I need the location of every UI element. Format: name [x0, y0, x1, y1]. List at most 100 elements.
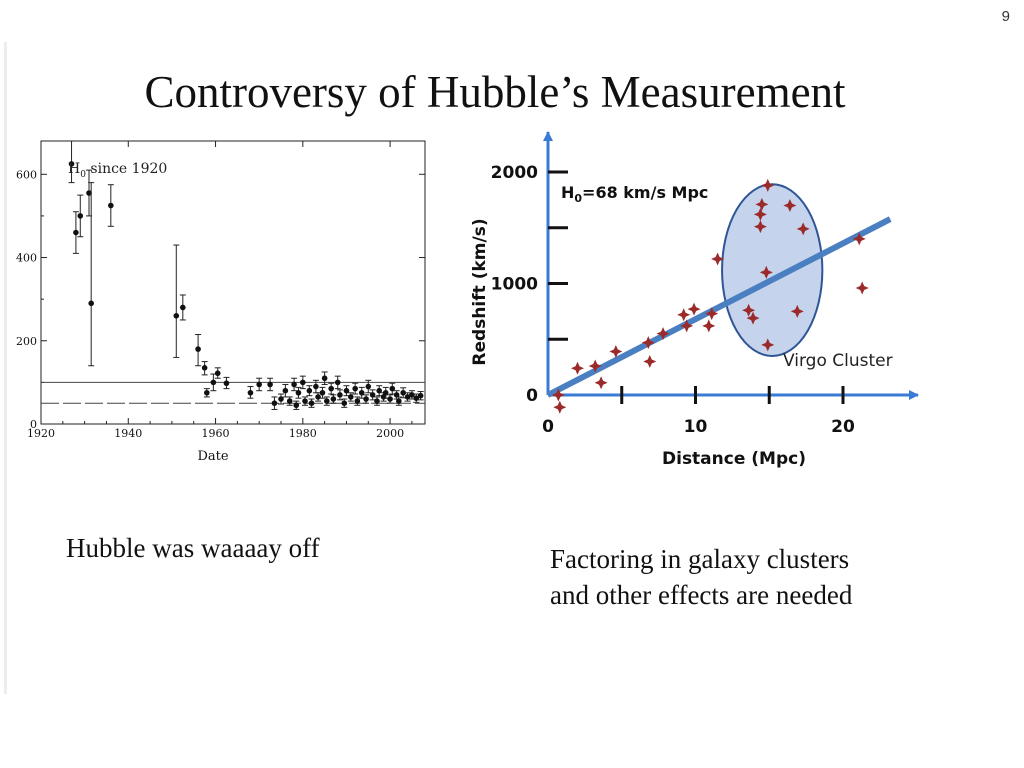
y-tick-label: 0 — [30, 418, 37, 431]
data-point — [180, 304, 186, 311]
data-point — [337, 392, 343, 398]
data-point — [409, 392, 415, 398]
y-tick-label: 600 — [16, 168, 37, 181]
data-point — [328, 385, 334, 392]
data-point — [753, 207, 767, 221]
hubble-history-chart: 1920 1940 1960 1980 2000 0 200 400 600 H0 since 1… — [16, 140, 426, 464]
virgo-cluster-label: Virgo Cluster — [783, 351, 893, 371]
data-point — [677, 308, 691, 322]
slide-title: Controversy of Hubble’s Measurement — [144, 67, 846, 117]
data-point — [387, 396, 393, 402]
data-point — [396, 398, 402, 404]
data-point — [291, 381, 297, 388]
data-point — [374, 398, 380, 404]
data-point — [382, 389, 389, 396]
chart-title: H0=68 km/s Mpc — [561, 183, 708, 205]
data-point — [404, 394, 411, 400]
hubble-law-chart: 0 10 20 0 1000 2000 H0=68 km/s Mpc Virgo Cluste… — [470, 131, 919, 469]
data-point — [571, 361, 584, 375]
caption-factoring-line2: and other effects are needed — [550, 580, 853, 610]
data-point — [343, 387, 350, 394]
data-point — [319, 389, 326, 396]
data-point — [702, 319, 716, 333]
data-point — [389, 385, 396, 392]
data-point — [348, 394, 354, 400]
data-point — [358, 389, 365, 396]
data-point — [588, 359, 602, 373]
data-point — [330, 396, 337, 402]
data-point — [73, 229, 79, 236]
data-point — [324, 398, 330, 404]
data-point — [195, 346, 201, 352]
data-point — [223, 380, 230, 387]
x-axis-label: Date — [197, 449, 228, 464]
data-point — [204, 389, 210, 396]
data-point — [267, 381, 273, 388]
data-point — [746, 311, 760, 325]
x-tick-label: 0 — [542, 417, 554, 437]
slide-left-rule — [4, 42, 7, 694]
chart-title: H0 since 1920 — [68, 161, 167, 180]
data-point — [247, 389, 254, 396]
data-point — [256, 381, 262, 388]
data-point — [393, 392, 400, 398]
data-point — [88, 300, 94, 307]
y-tick-label: 0 — [526, 386, 538, 406]
slide-number: 9 — [1001, 8, 1010, 25]
x-tick-label: 1920 — [27, 427, 55, 440]
data-point — [761, 178, 775, 192]
hubble-fit-line — [546, 216, 892, 398]
data-point — [852, 232, 866, 246]
data-point — [761, 338, 775, 352]
data-point — [783, 198, 797, 212]
data-point — [855, 281, 869, 295]
data-point — [315, 394, 321, 400]
caption-hubble-off: Hubble was waaaay off — [66, 533, 320, 563]
data-point — [210, 379, 217, 386]
x-tick-label: 1940 — [114, 427, 142, 440]
data-point — [295, 389, 302, 396]
x-tick-label: 1980 — [289, 427, 317, 440]
data-point — [278, 396, 284, 402]
data-point — [363, 396, 369, 402]
data-point — [201, 365, 208, 371]
plot-frame — [40, 140, 426, 425]
y-tick-label: 1000 — [491, 275, 538, 295]
x-tick-label: 20 — [831, 417, 855, 437]
data-point — [790, 304, 804, 318]
data-point — [594, 376, 608, 390]
data-point — [755, 197, 769, 211]
data-point — [341, 400, 348, 406]
data-point — [796, 222, 810, 236]
data-point — [300, 379, 306, 386]
data-point — [321, 375, 328, 382]
data-point — [173, 312, 180, 319]
data-point — [286, 398, 293, 404]
data-point — [214, 370, 221, 377]
virgo-cluster-region — [721, 183, 824, 357]
data-point — [86, 190, 92, 196]
data-point — [108, 202, 114, 209]
data-point — [282, 387, 289, 394]
x-tick-label: 2000 — [376, 427, 404, 440]
data-point — [302, 398, 308, 404]
data-point — [711, 252, 725, 266]
data-point — [553, 400, 567, 414]
caption-factoring-line1: Factoring in galaxy clusters — [550, 544, 850, 574]
data-point — [641, 336, 655, 350]
data-point — [354, 398, 361, 404]
data-point — [643, 355, 657, 369]
data-point — [334, 379, 341, 386]
x-tick-label: 1960 — [202, 427, 230, 440]
x-axis-label: Distance (Mpc) — [662, 449, 806, 469]
data-point — [753, 220, 767, 234]
data-point — [306, 387, 313, 394]
data-point — [352, 385, 358, 392]
data-point — [68, 161, 75, 167]
data-point — [77, 213, 84, 219]
data-point — [687, 302, 701, 316]
data-point — [369, 392, 376, 398]
data-point — [551, 388, 565, 402]
data-point — [742, 303, 756, 317]
data-point — [759, 265, 773, 279]
